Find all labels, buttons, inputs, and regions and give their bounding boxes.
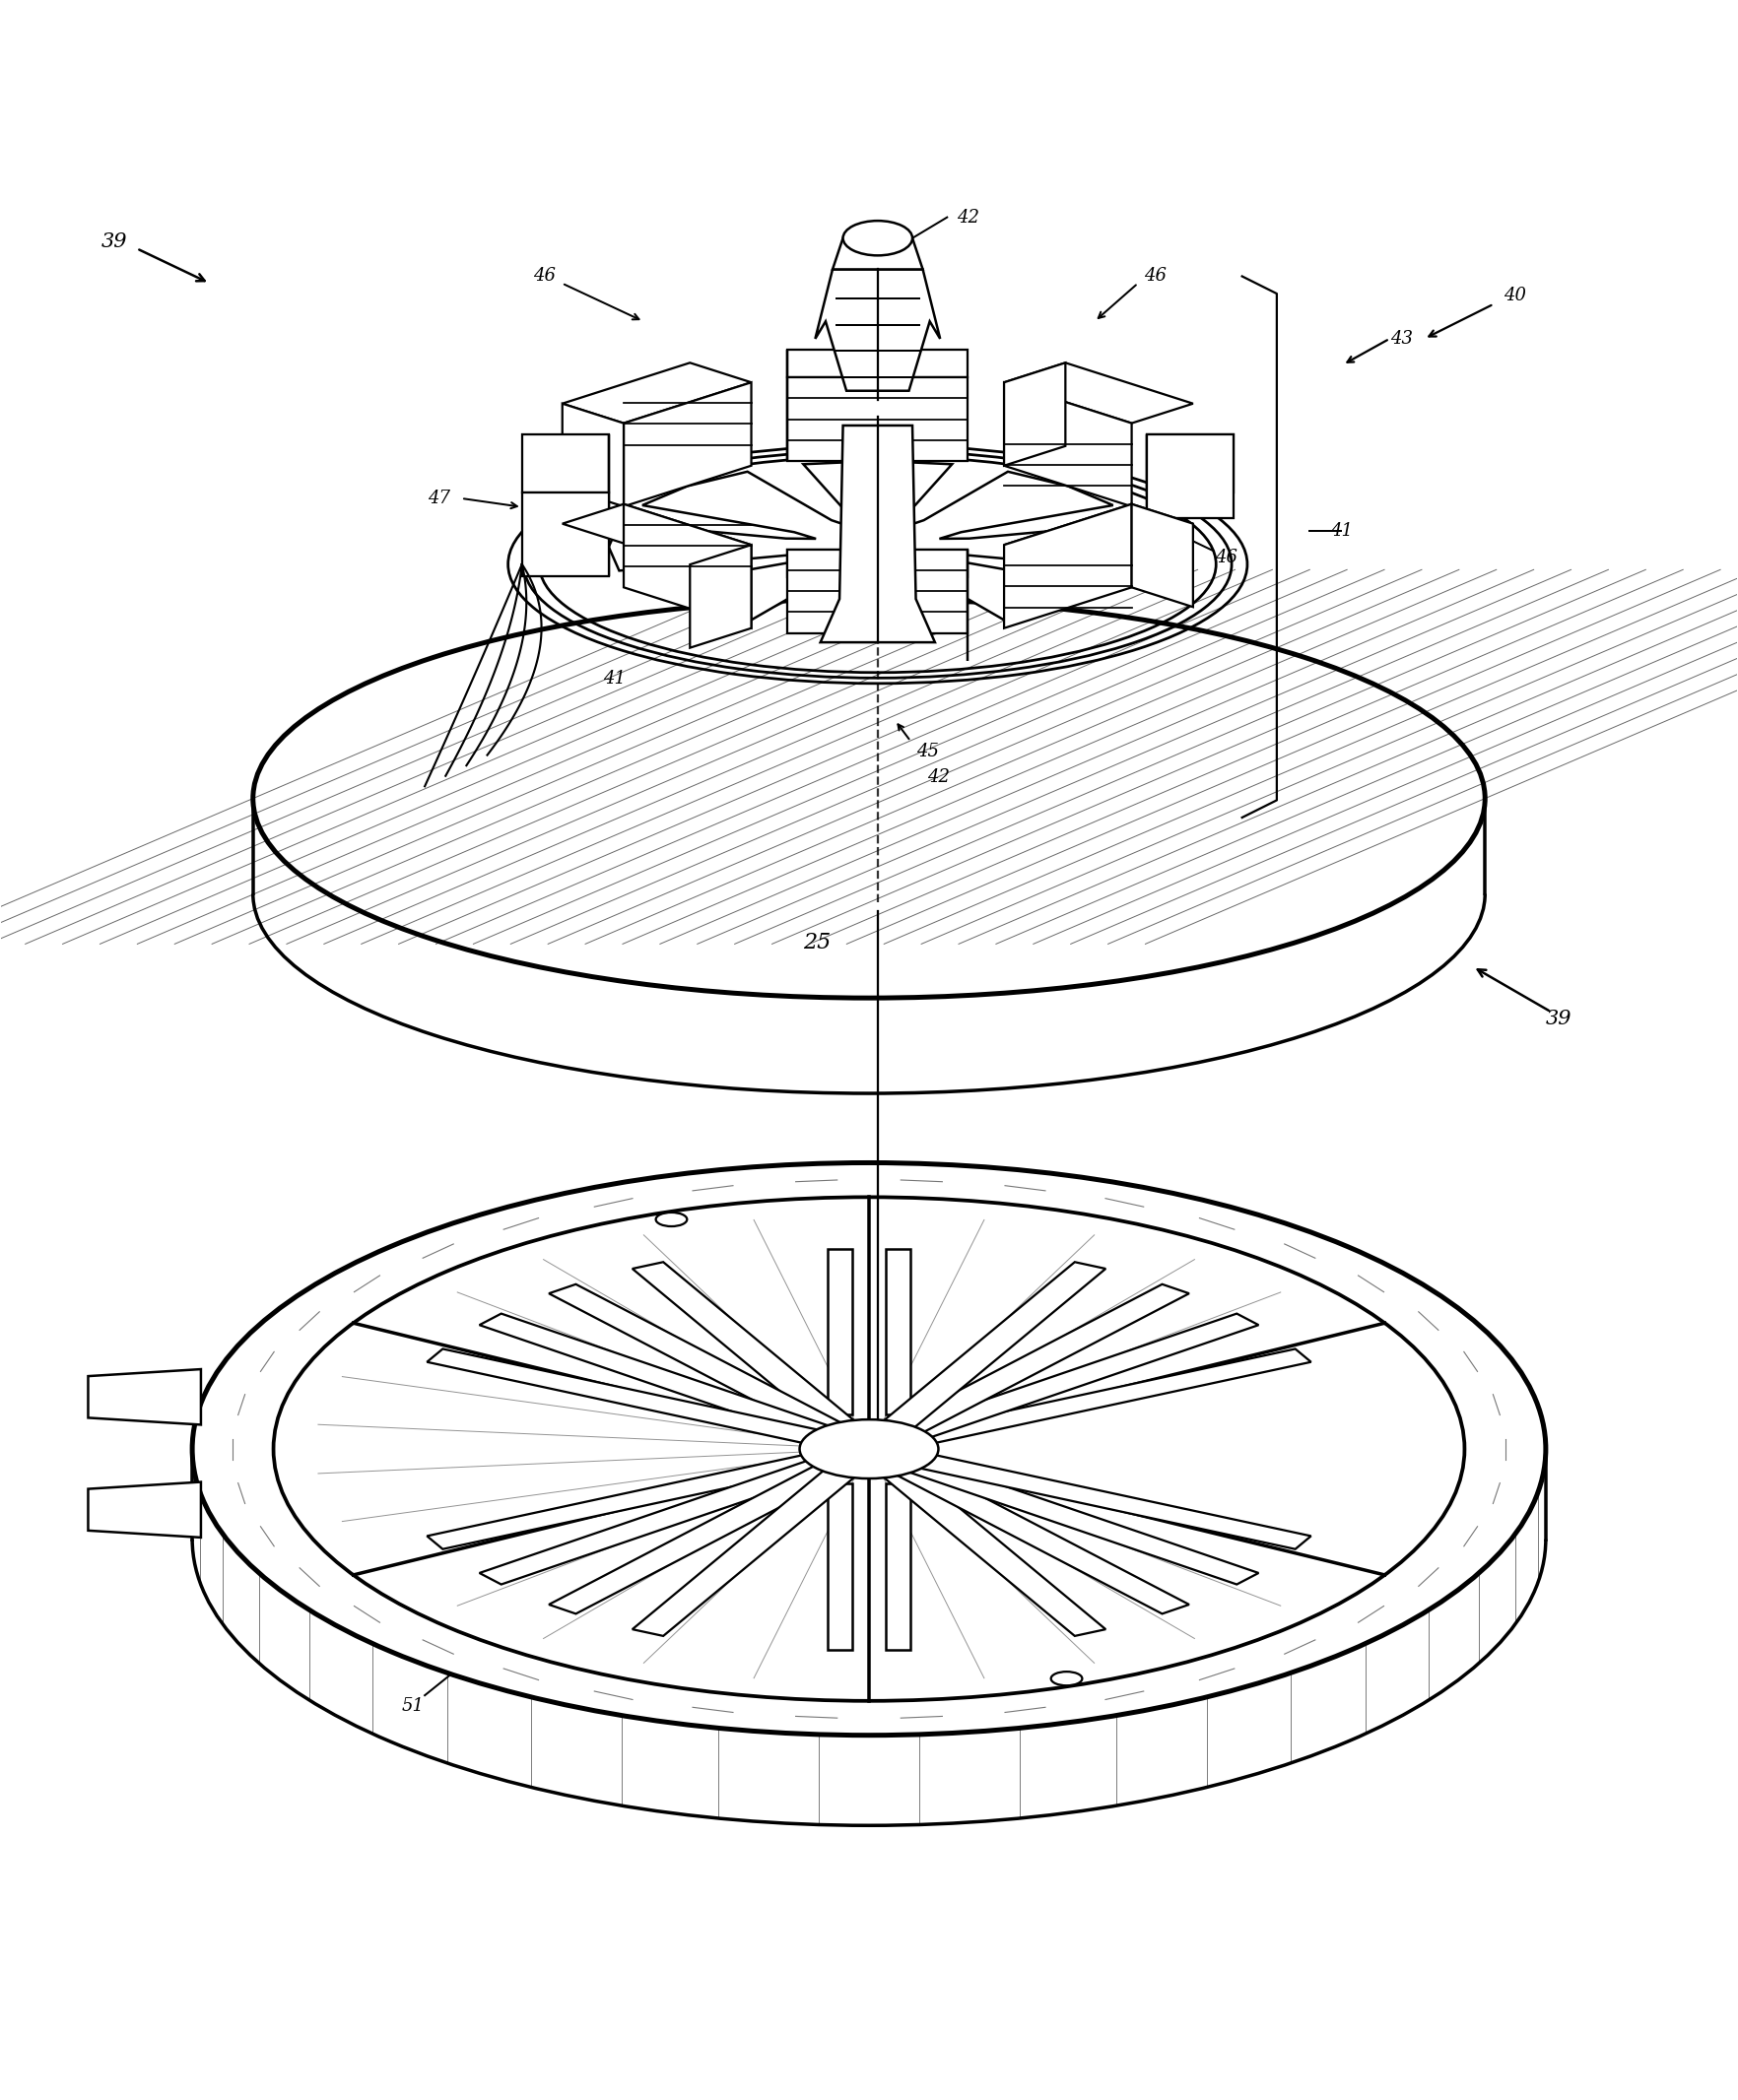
Text: 46: 46 bbox=[1144, 267, 1166, 286]
Text: 45: 45 bbox=[853, 477, 878, 496]
Polygon shape bbox=[1005, 382, 1131, 506]
Polygon shape bbox=[820, 426, 935, 643]
Polygon shape bbox=[480, 1457, 838, 1583]
Ellipse shape bbox=[655, 1212, 687, 1226]
Polygon shape bbox=[886, 1483, 911, 1649]
Text: 51: 51 bbox=[401, 1697, 424, 1714]
Polygon shape bbox=[1147, 435, 1234, 519]
Text: 45: 45 bbox=[916, 743, 939, 760]
Polygon shape bbox=[890, 1462, 1189, 1613]
Polygon shape bbox=[428, 1453, 829, 1550]
Polygon shape bbox=[1005, 504, 1192, 565]
Text: 51: 51 bbox=[1187, 1380, 1210, 1397]
Polygon shape bbox=[878, 1262, 1105, 1432]
Text: 52: 52 bbox=[1024, 1189, 1046, 1205]
Polygon shape bbox=[909, 1453, 1310, 1550]
Polygon shape bbox=[563, 363, 751, 424]
Text: 43: 43 bbox=[1390, 330, 1413, 349]
Polygon shape bbox=[633, 1466, 860, 1636]
Polygon shape bbox=[521, 435, 608, 493]
Polygon shape bbox=[827, 1250, 852, 1415]
Text: 41: 41 bbox=[603, 670, 626, 687]
Polygon shape bbox=[815, 269, 940, 391]
Polygon shape bbox=[608, 460, 1147, 632]
Text: 40: 40 bbox=[1503, 286, 1526, 304]
Ellipse shape bbox=[193, 1163, 1545, 1735]
Text: 39: 39 bbox=[101, 233, 127, 250]
Polygon shape bbox=[89, 1483, 202, 1537]
Ellipse shape bbox=[799, 1420, 939, 1478]
Polygon shape bbox=[1131, 504, 1192, 607]
Polygon shape bbox=[633, 1262, 860, 1432]
Polygon shape bbox=[89, 1369, 202, 1424]
Polygon shape bbox=[1005, 504, 1131, 628]
Text: 39: 39 bbox=[1545, 1010, 1571, 1029]
Polygon shape bbox=[521, 494, 608, 575]
Text: 47: 47 bbox=[428, 489, 450, 508]
Polygon shape bbox=[549, 1462, 848, 1613]
Text: 52: 52 bbox=[320, 1405, 342, 1424]
Polygon shape bbox=[827, 1483, 852, 1649]
Ellipse shape bbox=[254, 598, 1484, 998]
Ellipse shape bbox=[273, 1197, 1465, 1701]
Text: 50: 50 bbox=[1483, 1373, 1505, 1392]
Polygon shape bbox=[563, 403, 624, 506]
Polygon shape bbox=[1005, 363, 1192, 424]
Polygon shape bbox=[428, 1348, 829, 1445]
Polygon shape bbox=[833, 237, 923, 269]
Polygon shape bbox=[690, 544, 751, 647]
Text: 46: 46 bbox=[534, 267, 556, 286]
Polygon shape bbox=[1005, 363, 1065, 466]
Polygon shape bbox=[787, 550, 968, 578]
Text: 42: 42 bbox=[926, 769, 949, 788]
Polygon shape bbox=[1147, 435, 1234, 493]
Text: 51: 51 bbox=[362, 1592, 384, 1609]
Ellipse shape bbox=[843, 220, 912, 256]
Text: 42: 42 bbox=[956, 208, 978, 227]
Polygon shape bbox=[909, 1348, 1310, 1445]
Polygon shape bbox=[886, 1250, 911, 1415]
Polygon shape bbox=[900, 1315, 1258, 1441]
Polygon shape bbox=[549, 1285, 848, 1436]
Polygon shape bbox=[624, 504, 751, 628]
Polygon shape bbox=[480, 1315, 838, 1441]
Polygon shape bbox=[787, 378, 968, 460]
Polygon shape bbox=[787, 351, 968, 378]
Text: 46: 46 bbox=[1215, 548, 1237, 567]
Polygon shape bbox=[878, 1466, 1105, 1636]
Ellipse shape bbox=[1051, 1672, 1083, 1686]
Text: 41: 41 bbox=[1330, 523, 1352, 540]
Polygon shape bbox=[787, 550, 968, 632]
Polygon shape bbox=[624, 382, 751, 506]
Text: 25: 25 bbox=[803, 932, 831, 953]
Polygon shape bbox=[900, 1457, 1258, 1583]
Polygon shape bbox=[563, 504, 751, 565]
Polygon shape bbox=[890, 1285, 1189, 1436]
